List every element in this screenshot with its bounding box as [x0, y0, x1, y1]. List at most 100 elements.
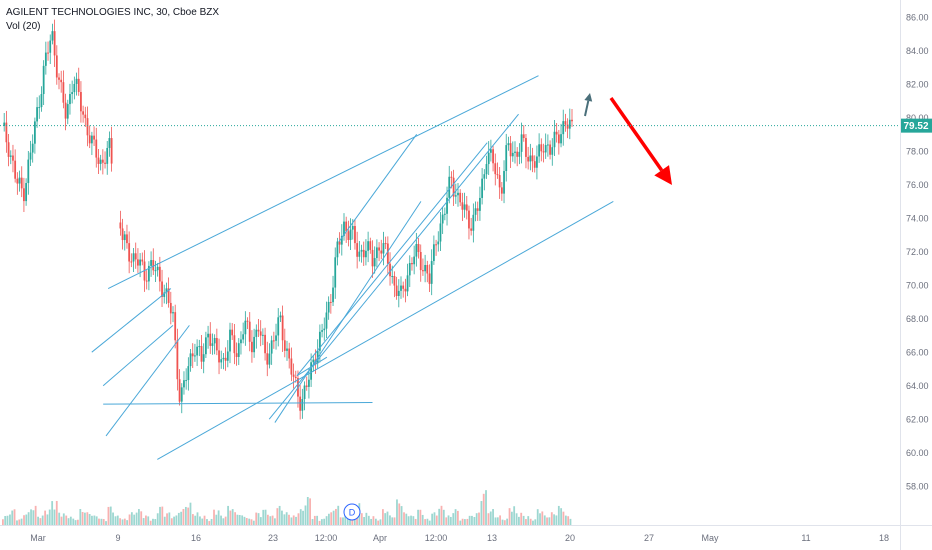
- candle-body: [301, 399, 304, 411]
- candle-body: [483, 174, 486, 179]
- candle-body: [257, 329, 260, 332]
- volume-bar: [489, 511, 492, 525]
- symbol-title[interactable]: AGILENT TECHNOLOGIES INC, 30, Cboe BZX: [6, 7, 220, 18]
- candle-body: [555, 131, 558, 135]
- volume-bar: [403, 512, 405, 525]
- candle-body: [367, 241, 370, 251]
- candle-body: [522, 134, 525, 139]
- volume-bar: [109, 506, 112, 525]
- candle-body: [329, 301, 332, 303]
- volume-bar: [370, 518, 373, 525]
- volume-bar: [313, 515, 316, 525]
- arrow-drawing[interactable]: [584, 93, 593, 117]
- candle-body: [371, 249, 374, 267]
- candle-body: [476, 208, 479, 211]
- volume-bar: [84, 512, 86, 525]
- volume-bar: [417, 509, 419, 525]
- candle-body: [20, 177, 23, 189]
- trend-line[interactable]: [268, 113, 519, 420]
- candle-body: [472, 214, 475, 231]
- candle-body: [156, 266, 159, 271]
- candle-body: [527, 156, 530, 162]
- y-tick-label: 58.00: [906, 482, 929, 492]
- candle-body: [382, 243, 385, 254]
- candle-body: [373, 258, 376, 267]
- volume-bar: [426, 518, 429, 525]
- volume-bar: [339, 517, 342, 525]
- last-price-text: 79.52: [903, 121, 928, 132]
- volume-bar: [44, 510, 47, 525]
- volume-bar: [149, 520, 152, 525]
- candle-body: [525, 138, 527, 157]
- volume-bar: [6, 515, 9, 525]
- trend-line[interactable]: [102, 325, 174, 387]
- y-tick-label: 78.00: [906, 147, 929, 157]
- volume-bar: [208, 521, 211, 525]
- volume-bar: [210, 518, 213, 525]
- volume-bar: [98, 518, 100, 525]
- candle-body: [356, 243, 359, 257]
- volume-bar: [220, 515, 222, 525]
- volume-bar: [478, 512, 480, 525]
- candle-body: [520, 134, 523, 152]
- trend-line[interactable]: [105, 325, 190, 437]
- candle-body: [73, 83, 76, 93]
- trend-line[interactable]: [296, 356, 328, 377]
- volume-bar: [229, 510, 232, 525]
- volume-bar: [105, 521, 107, 525]
- candle-body: [323, 328, 326, 331]
- candle-body: [222, 357, 225, 360]
- x-tick-label: 18: [879, 533, 889, 543]
- trend-line[interactable]: [338, 134, 418, 242]
- x-tick-label: May: [701, 533, 719, 543]
- volume-bar: [367, 515, 370, 525]
- trend-line[interactable]: [91, 288, 172, 353]
- volume-bar: [288, 514, 290, 525]
- candle-body: [426, 264, 429, 274]
- price-axis[interactable]: 58.00 60.00 62.00 64.00 66.00 68.00 70.00 72.00…: [906, 13, 929, 492]
- volume-bar: [53, 509, 56, 525]
- x-tick-label: 20: [565, 533, 575, 543]
- candle-body: [566, 124, 569, 129]
- volume-bar: [412, 516, 415, 525]
- volume-bar: [323, 518, 326, 525]
- volume-bar: [128, 514, 131, 525]
- volume-bar: [121, 519, 124, 525]
- candle-body: [233, 335, 236, 354]
- volume-bar: [382, 509, 384, 525]
- volume-bar: [184, 506, 187, 525]
- candle-body: [514, 151, 516, 153]
- arrow-drawing[interactable]: [609, 96, 672, 185]
- trend-line[interactable]: [103, 401, 373, 405]
- time-axis[interactable]: Mar 9 16 23 12:00 Apr 12:00 13 20 27 May 11 18: [30, 533, 889, 543]
- trend-line[interactable]: [107, 75, 539, 289]
- candle-body: [318, 331, 321, 351]
- volume-bar: [306, 497, 309, 525]
- event-marker[interactable]: D: [343, 503, 361, 521]
- candle-body: [332, 287, 334, 303]
- candle-body: [305, 385, 308, 387]
- candle-body: [145, 280, 148, 282]
- candle-body: [511, 152, 514, 157]
- trend-line[interactable]: [274, 201, 422, 423]
- volume-bar: [182, 509, 185, 525]
- candle-body: [194, 355, 196, 357]
- volume-bar: [485, 490, 487, 525]
- candle-body: [452, 177, 455, 197]
- candle-body: [44, 52, 47, 66]
- trend-line[interactable]: [296, 142, 488, 376]
- candle-body: [16, 178, 19, 184]
- volume-bar: [255, 512, 258, 525]
- volume-bar: [215, 514, 218, 525]
- volume-bar: [311, 519, 314, 525]
- trend-line[interactable]: [157, 200, 614, 460]
- candle-body: [338, 241, 341, 245]
- candle-body: [362, 249, 365, 258]
- chart-legend: AGILENT TECHNOLOGIES INC, 30, Cboe BZX V…: [6, 6, 219, 34]
- y-tick-label: 80.00: [906, 113, 929, 123]
- candle-body: [358, 251, 361, 257]
- candle-body: [413, 256, 416, 265]
- volume-indicator-label[interactable]: Vol (20): [6, 21, 41, 32]
